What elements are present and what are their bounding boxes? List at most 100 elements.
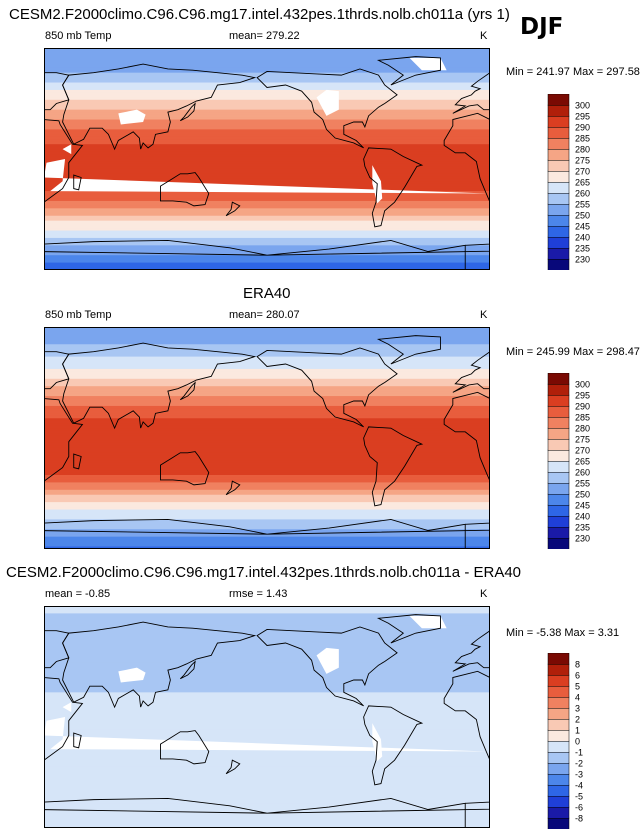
map-field-band: [44, 457, 490, 461]
colorbar-tick-label: 2: [575, 715, 580, 725]
map-field-band: [44, 146, 490, 150]
coastline-antarctica: [44, 797, 268, 814]
map-field-band: [44, 783, 490, 787]
map-field-band: [44, 492, 490, 496]
map-field-band: [44, 694, 490, 698]
colorbar-swatch: [547, 696, 570, 709]
coastline-australia: [160, 172, 210, 207]
map-field-band: [44, 109, 490, 113]
colorbar-tick-label: -3: [575, 770, 583, 780]
map-field-band: [44, 519, 490, 523]
coastline-antarctica: [44, 239, 268, 256]
map-field-band: [44, 778, 490, 782]
map-field-band: [44, 183, 490, 187]
colorbar-swatch: [547, 806, 570, 819]
map-field-band: [44, 114, 490, 118]
colorbar-swatch: [547, 181, 570, 194]
colorbar-swatch: [547, 515, 570, 528]
panel1-minmax: Min = 241.97 Max = 297.58: [506, 66, 640, 78]
map-field-band: [44, 521, 490, 525]
colorbar-tick-label: 6: [575, 671, 580, 681]
map-field-band: [44, 680, 490, 684]
map-field-band: [44, 341, 490, 345]
map-field-band: [44, 808, 490, 812]
map-field-band: [44, 218, 490, 222]
map-field-band: [44, 452, 490, 456]
colorbar-swatch: [547, 394, 570, 407]
map-field-band: [44, 136, 490, 140]
map-field-band: [44, 509, 490, 513]
colorbar-tick-label: 4: [575, 693, 580, 703]
colorbar-tick-label: 265: [575, 457, 590, 467]
colorbar-tick-label: 255: [575, 479, 590, 489]
map-field-band: [44, 440, 490, 444]
coastline-antarctica: [266, 518, 490, 549]
season-label: DJF: [520, 14, 564, 40]
coastline-africa: [443, 670, 490, 761]
colorbar-tick-label: 230: [575, 255, 590, 265]
colorbar-tick-label: 260: [575, 468, 590, 478]
map-field-band: [44, 250, 490, 254]
map-field-band: [44, 763, 490, 767]
map-field-band: [44, 610, 490, 614]
map-field-band: [44, 709, 490, 713]
map-field-band: [44, 181, 490, 185]
colorbar-swatch: [547, 405, 570, 418]
map-field-band: [44, 72, 490, 76]
map-field-band: [44, 423, 490, 427]
map-field-band: [44, 719, 490, 723]
map-field-band: [44, 754, 490, 758]
map-field-band: [44, 388, 490, 392]
map-field-band: [44, 141, 490, 145]
map-field-band: [44, 442, 490, 446]
coastline-greenland: [376, 335, 441, 365]
map-field-band: [44, 618, 490, 622]
colorbar-tick-label: -5: [575, 792, 583, 802]
missing-data-patch: [409, 615, 447, 629]
coastline-australia: [160, 730, 210, 765]
colorbar-swatch: [547, 740, 570, 753]
map-field-band: [44, 193, 490, 197]
map-field-band: [44, 810, 490, 814]
map-field-band: [44, 633, 490, 637]
map-field-band: [44, 233, 490, 237]
colorbar-tick-label: 275: [575, 435, 590, 445]
coastline-japan: [179, 381, 196, 401]
map-frame: [44, 48, 490, 270]
colorbar-tick-label: 300: [575, 380, 590, 390]
colorbar-tick-label: 295: [575, 391, 590, 401]
colorbar-swatch: [547, 137, 570, 150]
map-field-band: [44, 77, 490, 81]
map-field-band: [44, 507, 490, 511]
map-field-band: [44, 331, 490, 335]
colorbar-swatch: [547, 729, 570, 742]
map-field-band: [44, 418, 490, 422]
colorbar-swatch: [547, 225, 570, 238]
colorbar-tick-label: 295: [575, 112, 590, 122]
colorbar-tick-label: 250: [575, 211, 590, 221]
map-field-band: [44, 401, 490, 405]
map-field-band: [44, 223, 490, 227]
map-field-band: [44, 383, 490, 387]
map-field-band: [44, 470, 490, 474]
colorbar-swatch: [547, 192, 570, 205]
colorbar-swatch: [547, 685, 570, 698]
map-field-band: [44, 415, 490, 419]
map-field-band: [44, 376, 490, 380]
colorbar-tick-label: -2: [575, 759, 583, 769]
coastline-japan: [179, 660, 196, 680]
map-field-band: [44, 815, 490, 819]
map-field-band: [44, 119, 490, 123]
map-field-band: [44, 373, 490, 377]
map-field-band: [44, 534, 490, 538]
colorbar-swatch: [547, 784, 570, 797]
map-field-band: [44, 334, 490, 338]
map-field-band: [44, 134, 490, 138]
coastline-northAmerica: [256, 626, 398, 707]
map-field-band: [44, 689, 490, 693]
colorbar-tick-label: 1: [575, 726, 580, 736]
panel3-minmax: Min = -5.38 Max = 3.31: [506, 627, 620, 639]
map-field-band: [44, 213, 490, 217]
colorbar-swatch: [547, 674, 570, 687]
map-field-band: [44, 482, 490, 486]
